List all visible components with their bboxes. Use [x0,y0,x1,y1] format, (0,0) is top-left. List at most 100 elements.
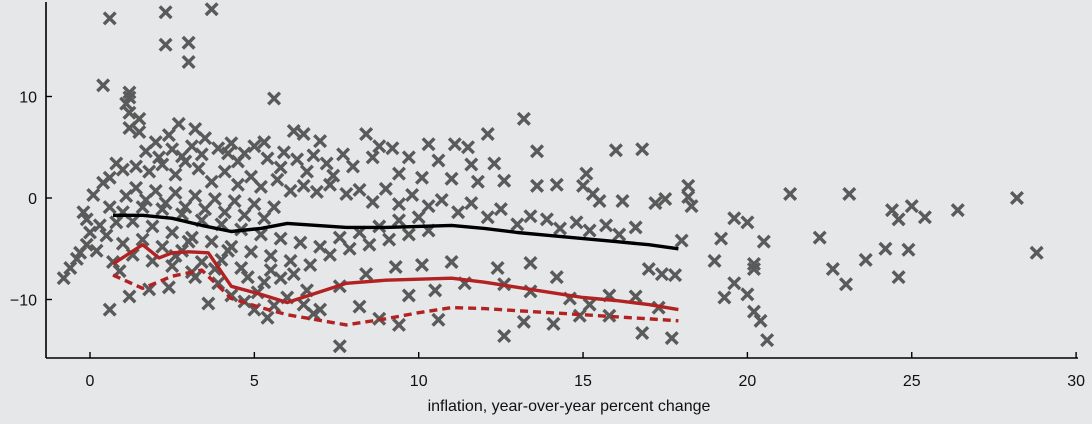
scatter-point [181,54,196,69]
scatter-point [102,302,117,317]
scatter-point [490,261,505,276]
scatter-point [217,205,232,220]
scatter-point [224,288,239,303]
scatter-point [165,142,180,157]
series-line-1 [113,213,679,251]
scatter-point [516,314,531,329]
scatter-point [608,143,623,158]
scatter-point [510,217,525,232]
scatter-point [283,183,298,198]
scatter-point [727,211,742,226]
scatter-point [740,215,755,230]
scatter-point [401,150,416,165]
series-line-2 [112,242,679,312]
scatter-point [106,254,121,269]
scatter-point [191,161,206,176]
scatter-point [161,280,176,295]
scatter-point [447,137,462,152]
scatter-point [244,169,259,184]
scatter-point [878,241,893,256]
scatter-point [378,181,393,196]
scatter-point [63,261,78,276]
scatter-point [431,153,446,168]
scatter-point [313,302,328,317]
scatter-point [309,184,324,199]
scatter-point [641,262,656,277]
scatter-point [401,288,416,303]
scatter-point [165,259,180,274]
scatter-point [497,329,512,344]
scatter-point [306,148,321,163]
scatter-point [273,271,288,286]
scatter-point [421,137,436,152]
scatter-point [244,244,259,259]
scatter-point [760,333,775,348]
scatter-point [654,267,669,282]
scatter-point [102,170,117,185]
scatter-point [224,136,239,151]
scatter-point [391,317,406,332]
scatter-point [579,166,594,181]
x-tick-label: 5 [250,373,259,390]
scatter-point [322,177,337,192]
scatter-point [825,262,840,277]
scatter-point [523,209,538,224]
scatter-point [198,202,213,217]
scatter-point [132,125,147,140]
marker-layer [56,2,1044,354]
scatter-point [917,210,932,225]
scatter-point [681,178,696,193]
scatter-point [171,116,186,131]
scatter-point [717,290,732,305]
scatter-point [119,96,134,111]
scatter-point [553,221,568,236]
scatter-point [332,339,347,354]
scatter-point [79,212,94,227]
scatter-point [842,186,857,201]
scatter-point [102,11,117,26]
scatter-point [428,283,443,298]
scatter-point [461,140,476,155]
y-tick-label: 0 [28,191,37,208]
scatter-point [181,234,196,249]
scatter-point [950,203,965,218]
scatter-point [714,231,729,246]
scatter-point [582,223,597,238]
scatter-point [175,149,190,164]
scatter-point [658,192,673,207]
scatter-point [487,156,502,171]
y-tick-label: −10 [10,293,37,310]
scatter-point [746,304,761,319]
scatter-point [746,256,761,271]
scatter-point [1029,245,1044,260]
scatter-point [615,194,630,209]
scatter-point [165,225,180,240]
scatter-point [480,127,495,142]
scatter-point [296,178,311,193]
scatter-point [276,145,291,160]
scatter-point [365,195,380,210]
scatter-point [135,232,150,247]
scatter-point [194,147,209,162]
x-axis-label: inflation, year-over-year percent change [428,398,711,415]
scatter-point [198,131,213,146]
scatter-point [201,296,216,311]
scatter-point [783,186,798,201]
scatter-point [628,289,643,304]
scatter-point [549,270,564,285]
scatter-point [569,215,584,230]
scatter-point [247,139,262,154]
scatter-point [345,159,360,174]
scatter-point [326,168,341,183]
scatter-point [332,230,347,245]
scatter-point [599,218,614,233]
scatter-point [405,187,420,202]
scatter-point [382,232,397,247]
scatter-point [414,257,429,272]
scatter-point [299,164,314,179]
scatter-point [89,243,104,258]
scatter-point [480,210,495,225]
scatter-point [322,247,337,262]
scatter-point [391,213,406,228]
